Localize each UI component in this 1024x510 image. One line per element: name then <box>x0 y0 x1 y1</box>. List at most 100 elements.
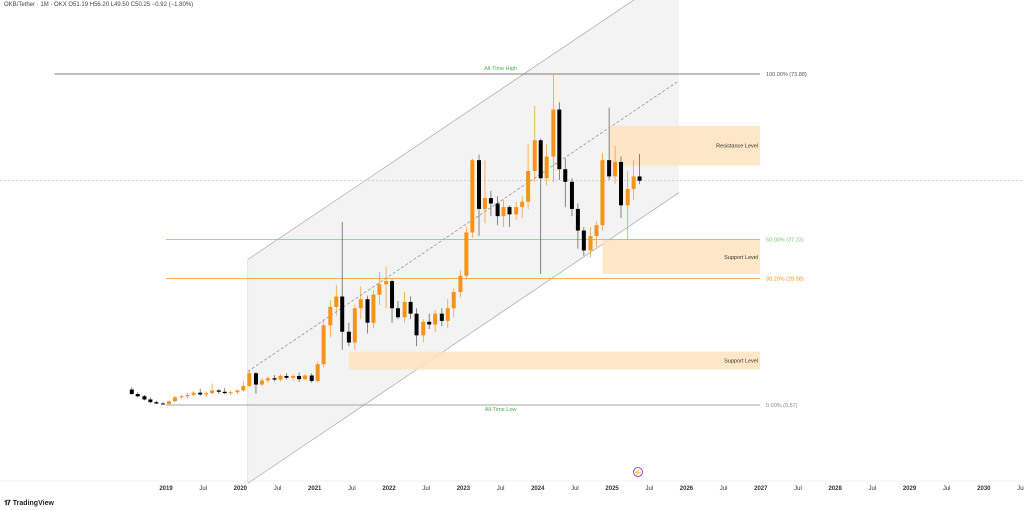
candle-body-18 <box>241 385 246 391</box>
candle-body-32 <box>328 306 333 326</box>
annotation-label-0: All-Time High <box>484 66 517 72</box>
candle-body-45 <box>408 301 413 314</box>
candle-body-3 <box>148 399 153 403</box>
candle-body-41 <box>384 281 389 285</box>
candle-body-51 <box>445 308 450 321</box>
candle-body-63 <box>520 201 525 208</box>
candle-body-38 <box>365 299 370 323</box>
candle-body-19 <box>247 373 252 386</box>
candle-body-80 <box>625 189 630 206</box>
candle-body-52 <box>451 291 456 309</box>
candle-body-58 <box>488 198 493 204</box>
candle-body-50 <box>439 313 444 321</box>
candle-body-81 <box>631 176 636 190</box>
zone-label-1: Support Level <box>724 255 758 261</box>
candle-body-24 <box>278 375 283 380</box>
candle-body-22 <box>265 378 270 381</box>
x-tick-label-7: Jul <box>422 486 430 492</box>
candle-body-73 <box>581 230 586 251</box>
candle-body-30 <box>315 364 320 381</box>
candle-body-49 <box>433 313 438 325</box>
candle-body-68 <box>551 109 556 157</box>
x-tick-label-20: 2029 <box>903 486 917 492</box>
candle-body-23 <box>272 378 277 380</box>
candle-body-0 <box>129 389 134 395</box>
x-tick-label-16: 2027 <box>754 486 768 492</box>
x-tick-label-19: Jul <box>868 486 876 492</box>
annotation-label-1: All-Time Low <box>485 407 517 413</box>
candle-body-17 <box>235 390 240 393</box>
candle-body-79 <box>619 161 624 206</box>
candle-body-20 <box>253 373 258 385</box>
candle-body-36 <box>352 308 357 343</box>
exchange-label: OKX <box>54 2 67 8</box>
x-tick-label-11: Jul <box>571 486 579 492</box>
candle-body-69 <box>557 109 562 170</box>
candle-body-1 <box>135 394 140 397</box>
candle-body-5 <box>161 403 166 405</box>
candle-body-82 <box>637 176 642 181</box>
candle-body-14 <box>216 390 221 392</box>
candle-body-75 <box>594 225 599 237</box>
x-tick-label-8: 2023 <box>457 486 471 492</box>
candle-body-27 <box>297 375 302 380</box>
candle-body-26 <box>291 375 296 378</box>
candle-body-64 <box>526 170 531 202</box>
candle-body-15 <box>222 391 227 394</box>
x-tick-label-21: Jul <box>943 486 951 492</box>
candle-body-48 <box>427 321 432 325</box>
candle-body-66 <box>538 140 543 179</box>
interval-label[interactable]: 1M <box>40 2 49 8</box>
candle-body-4 <box>154 402 159 404</box>
candle-body-70 <box>563 169 568 182</box>
x-tick-label-23: Jul <box>1017 486 1024 492</box>
x-tick-label-13: Jul <box>645 486 653 492</box>
candle-body-35 <box>346 331 351 343</box>
candle-body-12 <box>204 393 209 395</box>
candle-body-10 <box>191 392 196 395</box>
candle-body-8 <box>179 396 184 398</box>
x-tick-label-1: Jul <box>199 486 207 492</box>
candle-body-9 <box>185 394 190 397</box>
candle-body-71 <box>569 181 574 209</box>
chart-header: OKB/Tether · 1M · OKX O51.19 H56.20 L49.… <box>4 2 194 8</box>
channel-upper-line <box>247 0 635 260</box>
symbol-name[interactable]: OKB/Tether <box>4 2 36 8</box>
candle-body-67 <box>544 156 549 179</box>
tradingview-brand[interactable]: 𝟏𝟕 TradingView <box>4 500 54 508</box>
candle-body-33 <box>334 296 339 307</box>
candle-body-61 <box>507 207 512 215</box>
candle-body-55 <box>470 160 475 233</box>
candle-body-56 <box>477 160 482 209</box>
candle-body-59 <box>495 203 500 217</box>
x-tick-label-6: 2022 <box>382 486 396 492</box>
zone-label-0: Resistance Level <box>716 144 758 150</box>
x-tick-label-5: Jul <box>348 486 356 492</box>
x-tick-label-10: 2024 <box>531 486 545 492</box>
x-tick-label-22: 2030 <box>977 486 991 492</box>
candle-body-7 <box>172 397 177 402</box>
tradingview-logo-icon: 𝟏𝟕 <box>4 500 11 507</box>
candle-body-54 <box>464 232 469 276</box>
candle-body-62 <box>514 207 519 215</box>
candle-body-57 <box>482 198 487 209</box>
candle-body-31 <box>321 325 326 365</box>
brand-name: TradingView <box>12 500 54 507</box>
candle-body-44 <box>402 301 407 318</box>
x-tick-label-0: 2019 <box>159 486 173 492</box>
x-tick-label-12: 2025 <box>605 486 619 492</box>
zone-box-2 <box>348 351 761 370</box>
candle-body-29 <box>309 375 314 381</box>
candle-body-39 <box>371 294 376 323</box>
candle-body-78 <box>613 161 618 177</box>
zone-box-0 <box>609 125 761 166</box>
candle-body-34 <box>340 296 345 332</box>
candle-body-76 <box>600 160 605 226</box>
candle-body-13 <box>210 390 215 394</box>
candle-body-46 <box>414 313 419 336</box>
candle-body-47 <box>421 321 426 336</box>
fib-label-1: 50.00% (37.23) <box>766 237 804 243</box>
x-tick-label-4: 2021 <box>308 486 322 492</box>
candle-body-77 <box>607 160 612 177</box>
